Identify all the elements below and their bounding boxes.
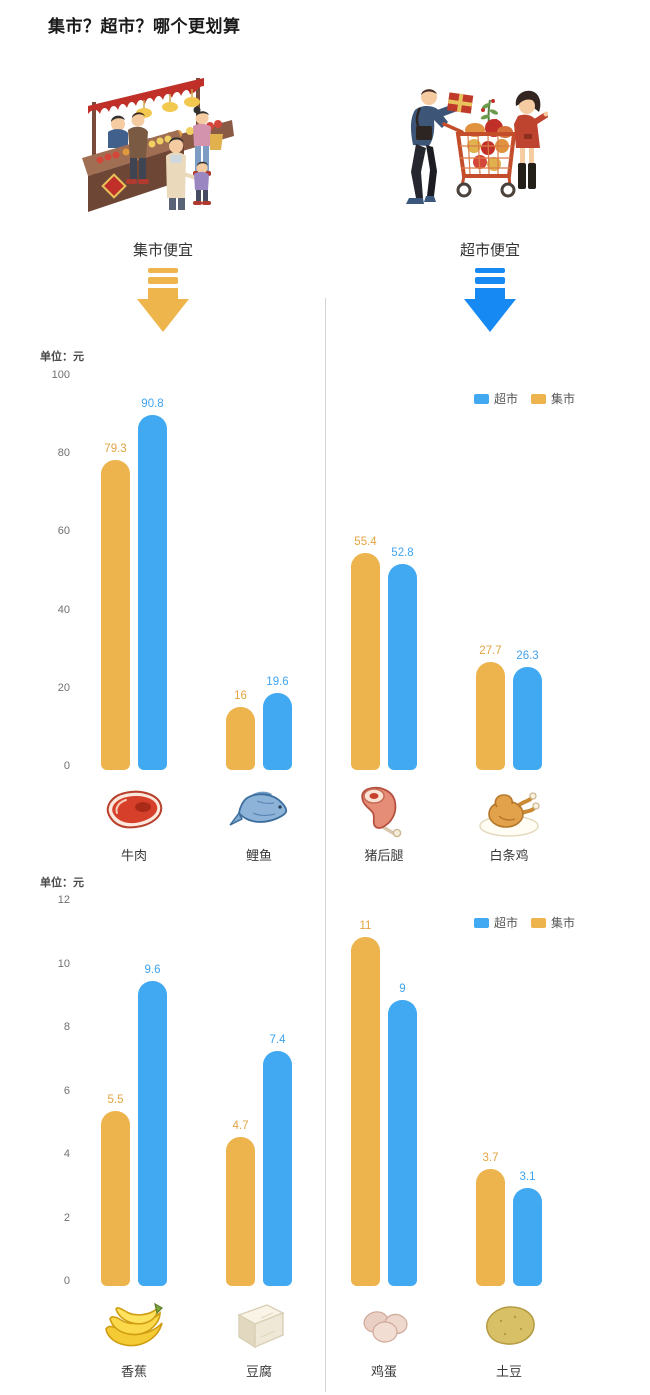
bar-value-label: 3.1	[519, 1170, 536, 1183]
market-bar	[226, 707, 255, 770]
y-axis-tick: 2	[63, 1211, 70, 1224]
pork-leg-icon	[352, 782, 416, 840]
market-swatch-icon	[531, 917, 547, 928]
market-bar	[101, 459, 130, 770]
market-swatch-icon	[531, 393, 547, 404]
market-cheaper-caption: 集市便宜	[132, 242, 193, 259]
y-axis-tick: 6	[63, 1084, 70, 1097]
category-label: 猪后腿	[364, 848, 404, 863]
bar-value-label: 27.7	[479, 644, 502, 657]
unit-label: 单位：元	[40, 877, 84, 889]
y-axis-tick: 10	[57, 957, 70, 970]
legend-item-market: 集市	[531, 914, 575, 931]
bar-value-label: 7.4	[269, 1034, 286, 1047]
down-arrow-supermarket-icon	[464, 268, 516, 332]
category-label: 白条鸡	[489, 848, 529, 863]
y-axis-tick: 4	[63, 1148, 70, 1160]
y-axis-tick: 60	[57, 525, 70, 538]
legend-item-supermarket: 超市	[474, 914, 518, 931]
market-bar	[351, 553, 380, 770]
market-stall-illustration	[82, 78, 234, 212]
market-bar	[101, 1111, 130, 1286]
category-label: 牛肉	[120, 848, 147, 863]
bar-value-label: 79.3	[104, 442, 127, 455]
page-title: 集市？超市？哪个更划算	[48, 17, 241, 36]
legend-label: 集市	[551, 916, 576, 930]
category-label: 豆腐	[245, 1364, 272, 1379]
bar-value-label: 90.8	[141, 397, 164, 410]
y-axis-tick: 100	[51, 369, 70, 381]
potato-icon	[477, 1296, 541, 1354]
legend-label: 集市	[551, 392, 576, 406]
supermarket-bar	[388, 1000, 417, 1286]
supermarket-bar	[263, 693, 292, 770]
carp-icon	[227, 782, 291, 840]
bar-value-label: 52.8	[391, 546, 414, 559]
bar-value-label: 9.6	[144, 964, 161, 977]
bar-value-label: 3.7	[482, 1151, 499, 1164]
beef-icon	[102, 782, 166, 840]
chicken-icon	[477, 782, 541, 840]
bar-value-label: 16	[234, 690, 247, 703]
market-bar	[476, 661, 505, 770]
y-axis-tick: 80	[57, 447, 70, 460]
bar-value-label: 55.4	[354, 536, 377, 549]
down-arrow-market-icon	[137, 268, 189, 332]
supermarket-bar	[513, 667, 542, 770]
supermarket-cart-illustration	[406, 89, 548, 204]
y-axis-tick: 8	[63, 1021, 70, 1033]
bar-value-label: 9	[399, 983, 406, 996]
chart-legend: 超市 集市	[474, 390, 575, 407]
legend-label: 超市	[494, 392, 519, 406]
supermarket-swatch-icon	[474, 917, 489, 928]
supermarket-bar	[138, 981, 167, 1286]
bar-value-label: 4.7	[232, 1119, 249, 1132]
banana-icon	[102, 1296, 166, 1354]
category-label: 鸡蛋	[370, 1364, 397, 1379]
supermarket-bar	[138, 414, 167, 770]
legend-label: 超市	[494, 916, 519, 930]
y-axis-tick: 40	[57, 603, 70, 616]
chart-legend: 超市 集市	[474, 914, 575, 931]
supermarket-swatch-icon	[474, 393, 489, 404]
bar-value-label: 11	[359, 919, 372, 932]
supermarket-cheaper-caption: 超市便宜	[459, 242, 520, 259]
bar-value-label: 26.3	[516, 650, 539, 663]
market-bar	[351, 936, 380, 1286]
y-axis-tick: 12	[57, 894, 70, 906]
y-axis-tick: 0	[63, 1275, 70, 1287]
supermarket-bar	[263, 1051, 292, 1286]
y-axis-tick: 0	[63, 760, 70, 772]
bar-value-label: 19.6	[266, 676, 289, 689]
category-label: 香蕉	[120, 1364, 147, 1379]
y-axis-tick: 20	[57, 681, 70, 694]
bar-value-label: 5.5	[107, 1094, 124, 1107]
category-label: 土豆	[495, 1364, 522, 1379]
supermarket-bar	[513, 1187, 542, 1286]
eggs-icon	[352, 1296, 416, 1354]
legend-item-market: 集市	[531, 390, 575, 407]
market-bar	[226, 1136, 255, 1286]
unit-label: 单位：元	[40, 351, 84, 363]
market-bar	[476, 1168, 505, 1286]
tofu-icon	[227, 1296, 291, 1354]
legend-item-supermarket: 超市	[474, 390, 518, 407]
vertical-divider	[325, 298, 326, 1392]
supermarket-bar	[388, 563, 417, 770]
category-label: 鲤鱼	[245, 848, 272, 863]
